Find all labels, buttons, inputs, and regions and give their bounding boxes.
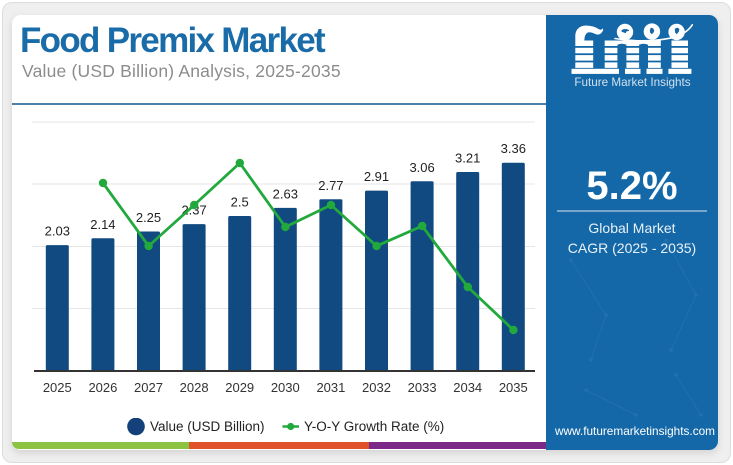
svg-text:2028: 2028 xyxy=(180,380,209,395)
svg-text:2032: 2032 xyxy=(362,380,391,395)
svg-text:2031: 2031 xyxy=(316,380,345,395)
svg-text:2.91: 2.91 xyxy=(364,169,389,184)
svg-text:2033: 2033 xyxy=(408,380,437,395)
svg-text:2029: 2029 xyxy=(225,380,254,395)
svg-text:2027: 2027 xyxy=(134,380,163,395)
svg-text:2.37: 2.37 xyxy=(181,203,206,218)
svg-text:2025: 2025 xyxy=(43,380,72,395)
svg-text:2030: 2030 xyxy=(271,380,300,395)
svg-text:3.21: 3.21 xyxy=(455,151,480,166)
svg-text:3.36: 3.36 xyxy=(501,141,526,156)
svg-text:3.06: 3.06 xyxy=(409,160,434,175)
svg-text:2026: 2026 xyxy=(88,380,117,395)
svg-text:2.25: 2.25 xyxy=(136,210,161,225)
svg-text:Y-O-Y Growth Rate (%): Y-O-Y Growth Rate (%) xyxy=(304,419,444,434)
svg-text:2035: 2035 xyxy=(499,380,528,395)
svg-text:Value (USD Billion): Value (USD Billion) xyxy=(150,419,265,434)
svg-text:2.77: 2.77 xyxy=(318,178,343,193)
svg-text:2.5: 2.5 xyxy=(231,195,249,210)
svg-text:2.63: 2.63 xyxy=(273,186,298,201)
svg-text:2.14: 2.14 xyxy=(90,217,115,232)
svg-text:2034: 2034 xyxy=(453,380,482,395)
svg-text:2.03: 2.03 xyxy=(45,224,70,239)
svg-text:Future Market Insights: Future Market Insights xyxy=(574,76,690,89)
